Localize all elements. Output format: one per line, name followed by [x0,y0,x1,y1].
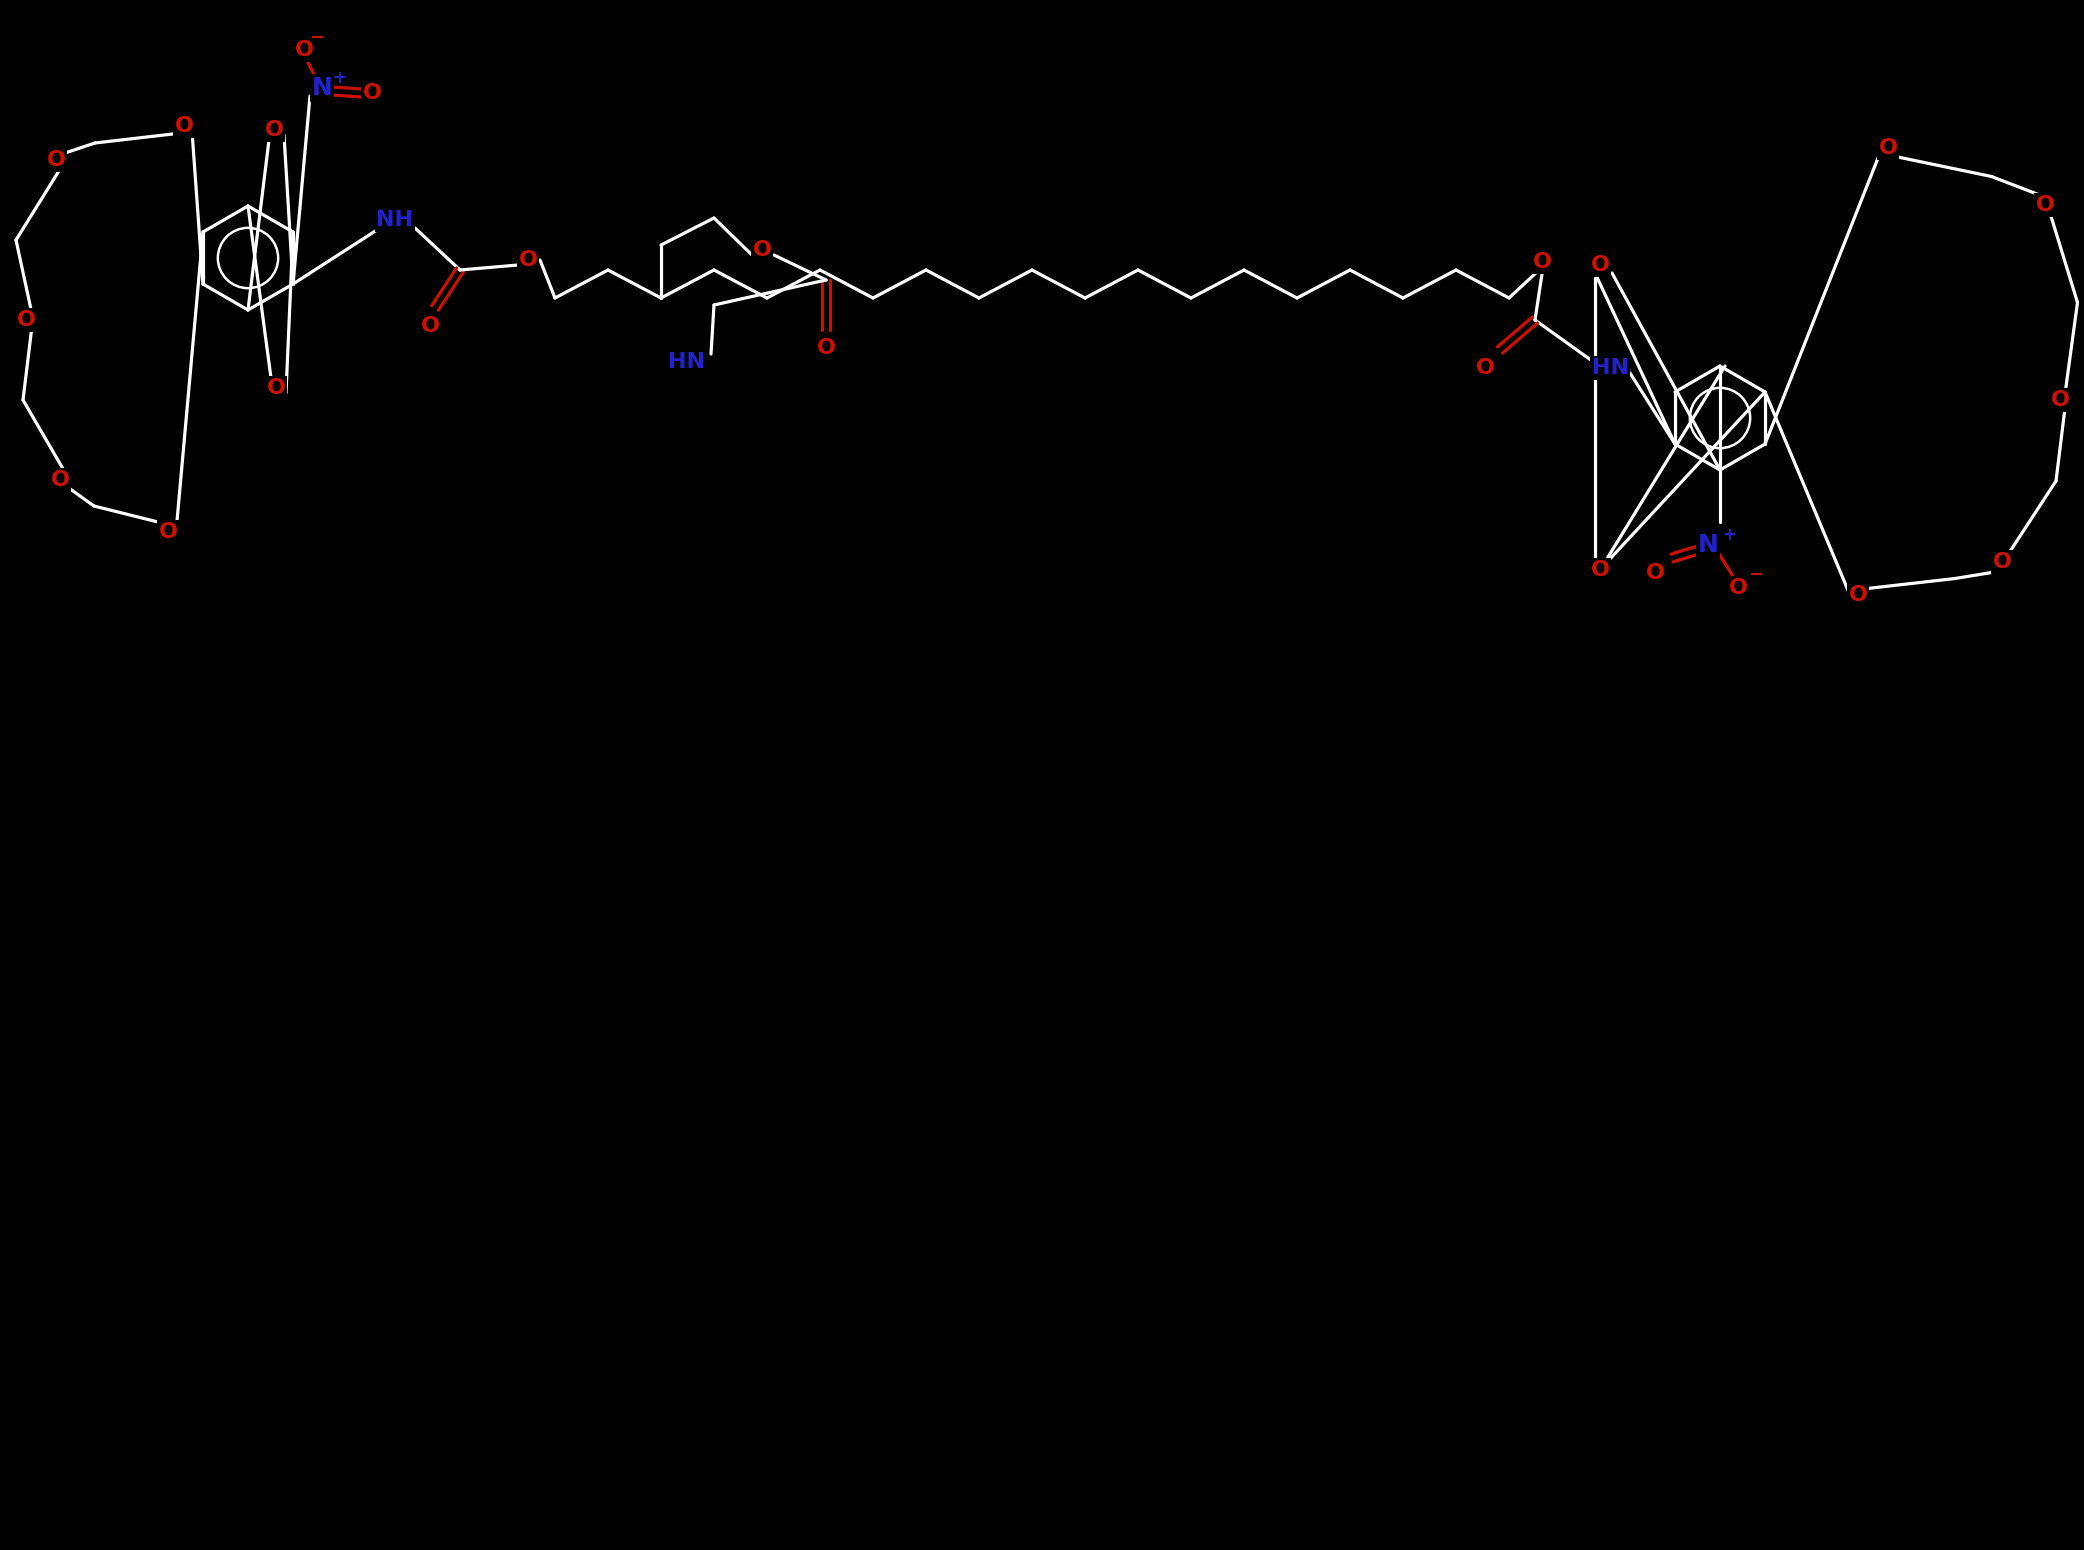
Text: O: O [1728,578,1748,598]
Text: HN: HN [1592,358,1628,378]
Text: O: O [2051,391,2069,411]
Text: O: O [1590,256,1609,274]
Text: N: N [1698,533,1719,556]
Text: O: O [752,240,771,260]
Text: O: O [817,338,836,358]
Text: N: N [313,76,333,101]
Text: NH: NH [377,209,413,229]
Text: O: O [2036,195,2055,215]
Text: +: + [331,70,346,87]
Text: O: O [46,150,65,170]
Text: −: − [308,29,325,46]
Text: O: O [158,522,177,542]
Text: O: O [1646,563,1665,583]
Text: HN: HN [667,352,704,372]
Text: −: − [1748,566,1763,584]
Text: O: O [1878,138,1899,158]
Text: O: O [50,470,69,490]
Text: O: O [265,119,283,140]
Text: O: O [363,84,381,102]
Text: O: O [17,310,35,330]
Text: O: O [519,250,538,270]
Text: O: O [1849,584,1867,604]
Text: +: + [1721,525,1736,544]
Text: O: O [1590,560,1609,580]
Text: O: O [421,316,440,336]
Text: O: O [267,378,286,398]
Text: O: O [175,116,194,136]
Text: O: O [294,40,313,60]
Text: O: O [1475,358,1494,378]
Text: O: O [1532,253,1550,271]
Text: O: O [1992,552,2011,572]
